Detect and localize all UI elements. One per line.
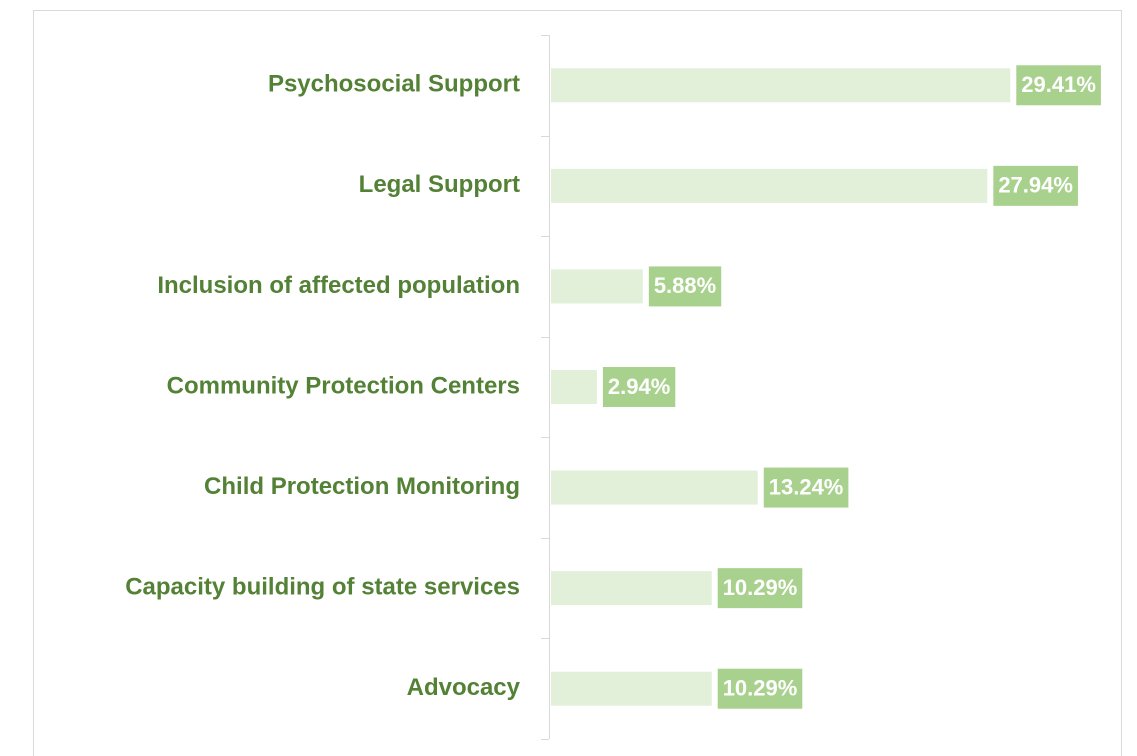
bar bbox=[551, 671, 712, 706]
category-label: Psychosocial Support bbox=[268, 71, 520, 98]
value-label: 2.94% bbox=[608, 374, 670, 399]
bar bbox=[551, 269, 643, 304]
value-label-box bbox=[763, 467, 849, 508]
value-label: 10.29% bbox=[723, 575, 798, 600]
bar bbox=[551, 470, 758, 505]
value-label-box bbox=[717, 568, 803, 609]
value-label: 29.41% bbox=[1021, 72, 1096, 97]
category-label: Capacity building of state services bbox=[125, 573, 520, 600]
bar bbox=[551, 370, 597, 404]
bar bbox=[551, 571, 712, 606]
category-label: Inclusion of affected population bbox=[157, 272, 520, 299]
category-label: Legal Support bbox=[359, 171, 520, 198]
value-label-box bbox=[993, 165, 1078, 206]
value-label-box bbox=[1016, 65, 1101, 106]
value-label-box bbox=[717, 668, 803, 709]
value-label: 13.24% bbox=[769, 474, 844, 499]
category-label: Advocacy bbox=[407, 674, 521, 701]
category-label: Child Protection Monitoring bbox=[204, 473, 520, 500]
bar bbox=[551, 68, 1011, 103]
value-label-box bbox=[602, 367, 676, 407]
value-label: 27.94% bbox=[998, 173, 1073, 198]
value-label: 10.29% bbox=[723, 676, 798, 701]
value-label-box bbox=[648, 266, 722, 307]
bar bbox=[551, 168, 988, 203]
value-label: 5.88% bbox=[654, 273, 716, 298]
category-label: Community Protection Centers bbox=[167, 372, 520, 399]
